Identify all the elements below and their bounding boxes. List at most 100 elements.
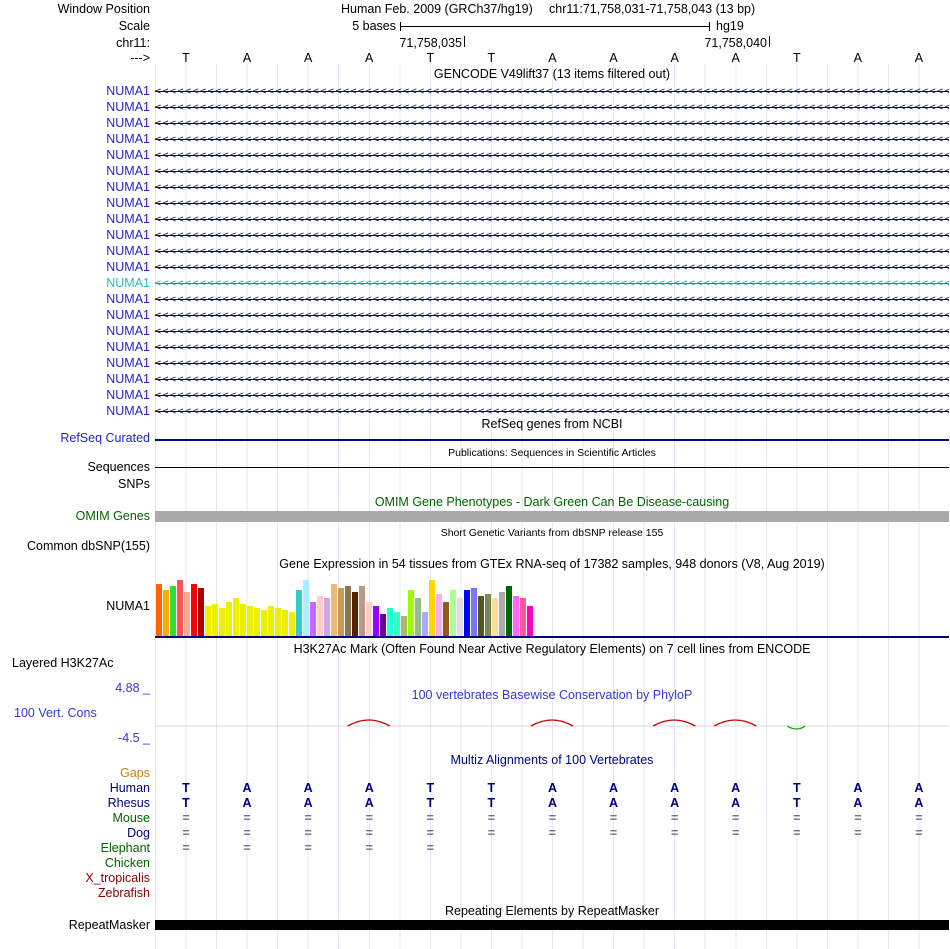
gtex-expression-bar[interactable] xyxy=(212,604,218,636)
gtex-expression-bar[interactable] xyxy=(240,604,246,636)
gtex-expression-bar[interactable] xyxy=(380,614,386,636)
gencode-item-label[interactable]: NUMA1 xyxy=(106,340,150,354)
gencode-transcript[interactable]: <<<<<<<<<<<<<<<<<<<<<<<<<<<<<<<<<<<<<<<<… xyxy=(155,261,949,275)
gtex-expression-bar[interactable] xyxy=(352,592,358,636)
gtex-expression-bar[interactable] xyxy=(303,580,309,636)
gencode-item-label[interactable]: NUMA1 xyxy=(106,404,150,418)
gtex-expression-bar[interactable] xyxy=(170,586,176,636)
gtex-expression-bar[interactable] xyxy=(233,598,239,636)
gtex-expression-bar[interactable] xyxy=(198,588,204,636)
gtex-expression-bar[interactable] xyxy=(156,584,162,636)
gencode-transcript[interactable]: <<<<<<<<<<<<<<<<<<<<<<<<<<<<<<<<<<<<<<<<… xyxy=(155,181,949,195)
multiz-row[interactable] xyxy=(155,766,949,780)
gencode-item-label[interactable]: NUMA1 xyxy=(106,132,150,146)
gencode-item-label[interactable]: NUMA1 xyxy=(106,100,150,114)
gtex-expression-bar[interactable] xyxy=(387,608,393,636)
omim-track-title[interactable]: OMIM Gene Phenotypes - Dark Green Can Be… xyxy=(374,495,730,509)
gtex-expression-bar[interactable] xyxy=(436,594,442,636)
gtex-expression-bar[interactable] xyxy=(191,584,197,636)
gtex-expression-bar[interactable] xyxy=(296,590,302,636)
gencode-item-label[interactable]: NUMA1 xyxy=(106,196,150,210)
gtex-expression-bar[interactable] xyxy=(499,592,505,636)
gtex-expression-bar[interactable] xyxy=(324,598,330,636)
gencode-track-title[interactable]: GENCODE V49lift37 (13 items filtered out… xyxy=(433,67,671,81)
gtex-expression-bar[interactable] xyxy=(513,596,519,636)
repeatmasker-label[interactable]: RepeatMasker xyxy=(68,918,150,932)
multiz-row[interactable]: = = = = = xyxy=(155,841,949,855)
omim-genes-bar[interactable] xyxy=(155,511,949,522)
gencode-transcript[interactable]: <<<<<<<<<<<<<<<<<<<<<<<<<<<<<<<<<<<<<<<<… xyxy=(155,293,949,307)
gtex-expression-bar[interactable] xyxy=(527,606,533,636)
multiz-row[interactable] xyxy=(155,886,949,900)
h3k27ac-track-title[interactable]: H3K27Ac Mark (Often Found Near Active Re… xyxy=(293,642,811,656)
gtex-expression-bar[interactable] xyxy=(359,586,365,636)
gtex-expression-bar[interactable] xyxy=(520,598,526,636)
multiz-species-label[interactable]: Elephant xyxy=(100,841,150,855)
gtex-expression-bar[interactable] xyxy=(471,588,477,636)
phylop-track[interactable] xyxy=(155,700,949,742)
repeatmasker-item[interactable] xyxy=(155,920,949,930)
gtex-expression-bar[interactable] xyxy=(429,580,435,636)
refseq-curated-label[interactable]: RefSeq Curated xyxy=(60,431,150,445)
multiz-species-label[interactable]: Rhesus xyxy=(107,796,150,810)
gtex-expression-bar[interactable] xyxy=(268,606,274,636)
gencode-transcript[interactable]: <<<<<<<<<<<<<<<<<<<<<<<<<<<<<<<<<<<<<<<<… xyxy=(155,229,949,243)
gtex-expression-bar[interactable] xyxy=(485,594,491,636)
gencode-transcript[interactable]: <<<<<<<<<<<<<<<<<<<<<<<<<<<<<<<<<<<<<<<<… xyxy=(155,357,949,371)
gtex-expression-bar[interactable] xyxy=(422,612,428,636)
multiz-species-label[interactable]: X_tropicalis xyxy=(85,871,150,885)
gtex-gene-label[interactable]: NUMA1 xyxy=(106,599,150,613)
gtex-expression-bar[interactable] xyxy=(184,592,190,636)
multiz-species-label[interactable]: Gaps xyxy=(120,766,150,780)
multiz-species-label[interactable]: Mouse xyxy=(112,811,150,825)
gtex-expression-bar[interactable] xyxy=(464,590,470,636)
gencode-item-label[interactable]: NUMA1 xyxy=(106,308,150,322)
gencode-transcript[interactable]: <<<<<<<<<<<<<<<<<<<<<<<<<<<<<<<<<<<<<<<<… xyxy=(155,325,949,339)
phylop-label[interactable]: 100 Vert. Cons xyxy=(14,706,97,720)
gencode-transcript[interactable]: <<<<<<<<<<<<<<<<<<<<<<<<<<<<<<<<<<<<<<<<… xyxy=(155,389,949,403)
gencode-transcript[interactable]: <<<<<<<<<<<<<<<<<<<<<<<<<<<<<<<<<<<<<<<<… xyxy=(155,245,949,259)
multiz-row[interactable] xyxy=(155,856,949,870)
multiz-species-label[interactable]: Zebrafish xyxy=(97,886,150,900)
gencode-transcript[interactable]: <<<<<<<<<<<<<<<<<<<<<<<<<<<<<<<<<<<<<<<<… xyxy=(155,133,949,147)
gencode-item-label[interactable]: NUMA1 xyxy=(106,116,150,130)
multiz-row[interactable]: = = = = = = = = = = = = = xyxy=(155,811,949,825)
gtex-expression-bar[interactable] xyxy=(366,602,372,636)
sequences-label[interactable]: Sequences xyxy=(87,460,150,474)
h3k27ac-label[interactable]: Layered H3K27Ac xyxy=(12,656,114,670)
gtex-expression-bar[interactable] xyxy=(506,586,512,636)
repeatmasker-track-title[interactable]: Repeating Elements by RepeatMasker xyxy=(444,904,659,918)
snps-label[interactable]: SNPs xyxy=(118,477,150,491)
dbsnp-label[interactable]: Common dbSNP(155) xyxy=(27,539,150,553)
gencode-item-label[interactable]: NUMA1 xyxy=(106,84,150,98)
gtex-expression-bar[interactable] xyxy=(338,588,344,636)
gencode-transcript[interactable]: <<<<<<<<<<<<<<<<<<<<<<<<<<<<<<<<<<<<<<<<… xyxy=(155,277,949,291)
gtex-expression-bar[interactable] xyxy=(443,602,449,636)
gtex-expression-bar[interactable] xyxy=(163,590,169,636)
gtex-expression-bar[interactable] xyxy=(450,590,456,636)
gencode-transcript[interactable]: <<<<<<<<<<<<<<<<<<<<<<<<<<<<<<<<<<<<<<<<… xyxy=(155,197,949,211)
dbsnp-track-title[interactable]: Short Genetic Variants from dbSNP releas… xyxy=(440,527,664,539)
refseq-track-title[interactable]: RefSeq genes from NCBI xyxy=(481,417,623,431)
gtex-track-title[interactable]: Gene Expression in 54 tissues from GTEx … xyxy=(279,557,825,571)
gtex-expression-bar[interactable] xyxy=(478,596,484,636)
gtex-expression-bar[interactable] xyxy=(226,602,232,636)
gtex-expression-bar[interactable] xyxy=(205,606,211,636)
gencode-item-label[interactable]: NUMA1 xyxy=(106,148,150,162)
gtex-expression-bar[interactable] xyxy=(394,612,400,636)
gencode-transcript[interactable]: <<<<<<<<<<<<<<<<<<<<<<<<<<<<<<<<<<<<<<<<… xyxy=(155,101,949,115)
gtex-expression-bar[interactable] xyxy=(261,610,267,636)
gencode-transcript[interactable]: <<<<<<<<<<<<<<<<<<<<<<<<<<<<<<<<<<<<<<<<… xyxy=(155,165,949,179)
multiz-species-label[interactable]: Chicken xyxy=(104,856,150,870)
gencode-item-label[interactable]: NUMA1 xyxy=(106,244,150,258)
gencode-transcript[interactable]: <<<<<<<<<<<<<<<<<<<<<<<<<<<<<<<<<<<<<<<<… xyxy=(155,373,949,387)
multiz-track-title[interactable]: Multiz Alignments of 100 Vertebrates xyxy=(450,753,654,767)
gtex-expression-bar[interactable] xyxy=(289,612,295,636)
gtex-expression-bar[interactable] xyxy=(373,606,379,636)
multiz-species-label[interactable]: Human xyxy=(109,781,150,795)
gtex-expression-bar[interactable] xyxy=(310,602,316,636)
refseq-curated-item[interactable] xyxy=(155,439,949,441)
